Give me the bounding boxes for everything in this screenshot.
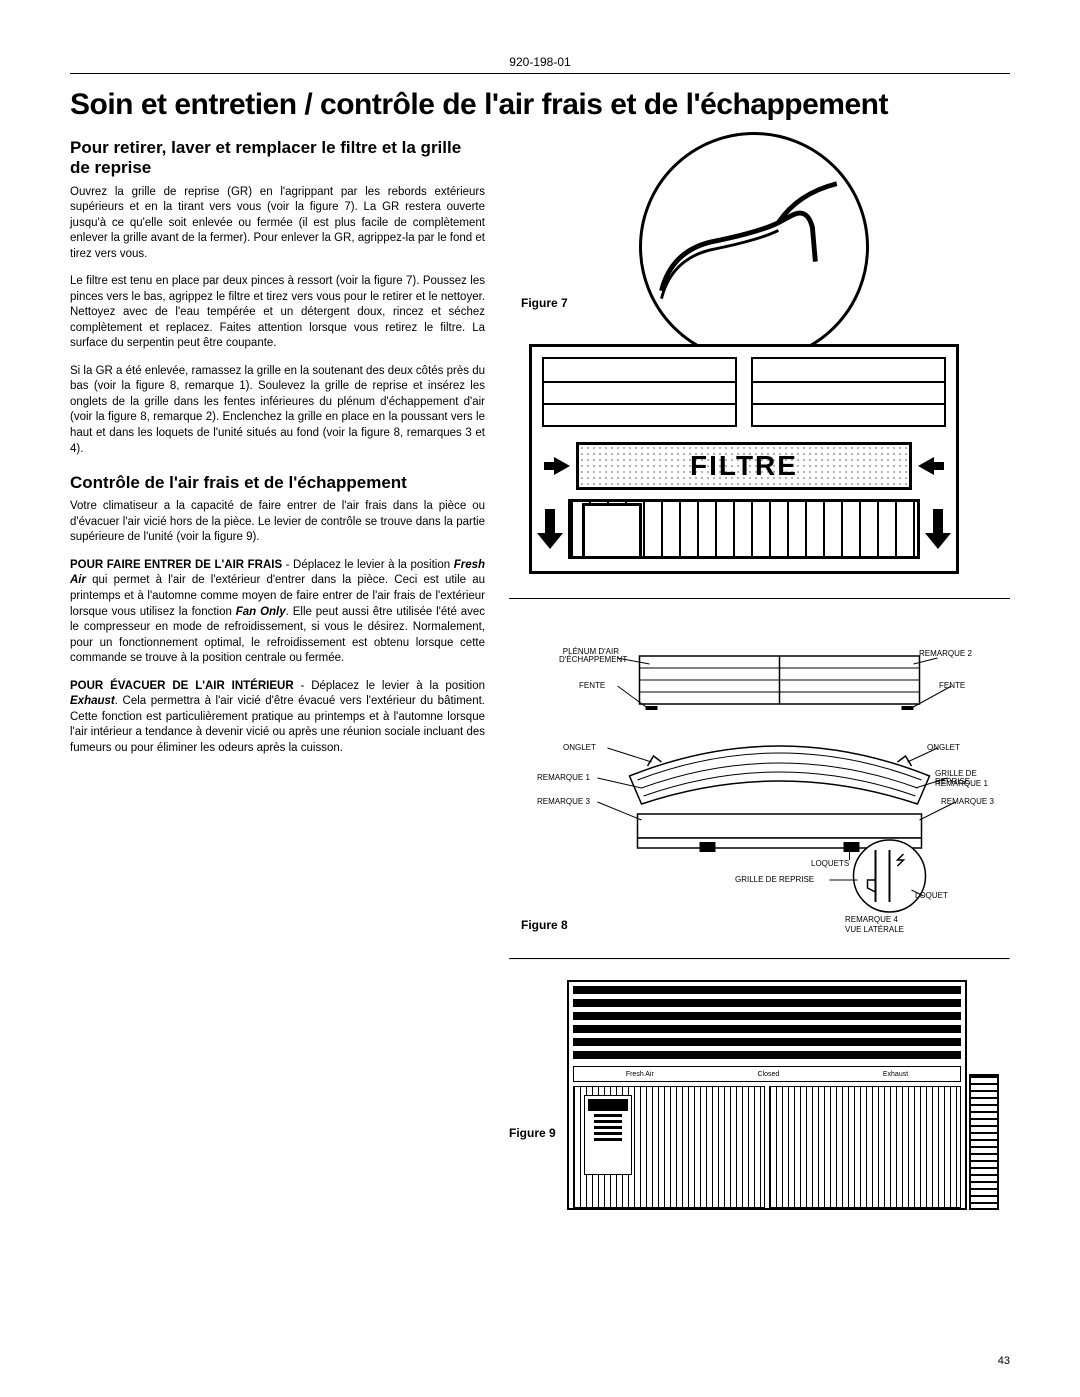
p3-lead: POUR ÉVACUER DE L'AIR INTÉRIEUR [70, 680, 294, 692]
fig7-divider [509, 598, 1010, 599]
control-panel [584, 1095, 632, 1175]
page-number: 43 [998, 1355, 1010, 1367]
filtre-box: FILTRE [576, 442, 912, 490]
fig9-unit: Fresh Air Closed Exhaust [567, 980, 967, 1210]
p3-b: - Déplacez le levier à la position [294, 680, 485, 692]
p2-lead: POUR FAIRE ENTRER DE L'AIR FRAIS [70, 559, 282, 571]
lbl-rem1-l: REMARQUE 1 [537, 774, 590, 782]
lbl-onglet-l: ONGLET [563, 744, 596, 752]
p3-exhaust: Exhaust [70, 695, 115, 707]
vent-left [542, 357, 737, 427]
section2-p1: Votre climatiseur a la capacité de faire… [70, 499, 485, 546]
fig8-label: Figure 8 [521, 918, 568, 932]
lbl-rem3-r: REMARQUE 3 [941, 798, 994, 806]
section2-p3: POUR ÉVACUER DE L'AIR INTÉRIEUR - Déplac… [70, 679, 485, 757]
fig8-diagram [509, 628, 1010, 958]
lbl-loquets: LOQUETS [811, 860, 849, 868]
figure-8: PLÉNUM D'AIR D'ÉCHAPPEMENT FENTE REMARQU… [509, 628, 1010, 958]
louver-col-left [573, 986, 767, 1062]
ctrl-closed: Closed [757, 1071, 779, 1078]
fig7-vents [542, 357, 946, 427]
arrow-in-left-icon [542, 451, 572, 481]
side-vent [969, 1074, 999, 1210]
arrow-down-right-icon [924, 509, 952, 549]
ctrl-fresh: Fresh Air [626, 1071, 654, 1078]
arrow-in-right-icon [916, 451, 946, 481]
fig9-label: Figure 9 [509, 1126, 556, 1140]
fig7-control-panel [582, 503, 642, 559]
page-title: Soin et entretien / contrôle de l'air fr… [70, 88, 1010, 122]
grille-left [573, 1086, 765, 1208]
ctrl-exhaust: Exhaust [883, 1071, 908, 1078]
page-content: 920-198-01 Soin et entretien / contrôle … [70, 55, 1010, 1367]
vent-right [751, 357, 946, 427]
fig9-louvers [573, 986, 961, 1062]
filtre-row: FILTRE [542, 437, 946, 495]
lbl-plenum: PLÉNUM D'AIR D'ÉCHAPPEMENT [559, 648, 619, 665]
lbl-onglet-r: ONGLET [927, 744, 960, 752]
left-column: Pour retirer, laver et remplacer le filt… [70, 138, 485, 1230]
section1-heading: Pour retirer, laver et remplacer le filt… [70, 138, 485, 179]
top-rule [70, 73, 1010, 74]
control-strip: Fresh Air Closed Exhaust [573, 1066, 961, 1082]
columns: Pour retirer, laver et remplacer le filt… [70, 138, 1010, 1230]
lbl-rem3-l: REMARQUE 3 [537, 798, 590, 806]
figure-7: Figure 7 FILTRE [509, 138, 1010, 598]
lbl-grille2: GRILLE DE REPRISE [735, 876, 814, 884]
right-column: Figure 7 FILTRE [509, 138, 1010, 1230]
section1-p3: Si la GR a été enlevée, ramassez la gril… [70, 364, 485, 457]
arrow-down-left-icon [536, 509, 564, 549]
lbl-fente-r: FENTE [939, 682, 965, 690]
p2-fanonly: Fan Only [236, 606, 286, 618]
lbl-loquet: LOQUET [915, 892, 948, 900]
doc-number: 920-198-01 [70, 55, 1010, 69]
lbl-vue: VUE LATÉRALE [845, 926, 904, 934]
p3-d: . Cela permettra à l'air vicié d'être év… [70, 695, 485, 754]
lbl-rem4: REMARQUE 4 [845, 916, 898, 924]
section2-p2: POUR FAIRE ENTRER DE L'AIR FRAIS - Dépla… [70, 558, 485, 667]
p2-b: - Déplacez le levier à la position [282, 559, 454, 571]
ctl-screen [588, 1099, 628, 1111]
section1-p1: Ouvrez la grille de reprise (GR) en l'ag… [70, 185, 485, 263]
lbl-fente-l: FENTE [579, 682, 605, 690]
fig9-grille [573, 1086, 961, 1208]
section1-p2: Le filtre est tenu en place par deux pin… [70, 274, 485, 352]
figure-9: Figure 9 Fresh Air Closed Exhaust [509, 980, 1010, 1230]
louver-col-right [767, 986, 961, 1062]
fig7-unit: FILTRE [529, 344, 959, 574]
lbl-remarque2: REMARQUE 2 [919, 650, 972, 658]
grille-right [769, 1086, 961, 1208]
section2-heading: Contrôle de l'air frais et de l'échappem… [70, 473, 485, 493]
lbl-rem1-r: REMARQUE 1 [935, 780, 988, 788]
fig8-divider [509, 958, 1010, 960]
fig7-detail-circle [639, 132, 869, 362]
fig7-label: Figure 7 [521, 296, 568, 310]
